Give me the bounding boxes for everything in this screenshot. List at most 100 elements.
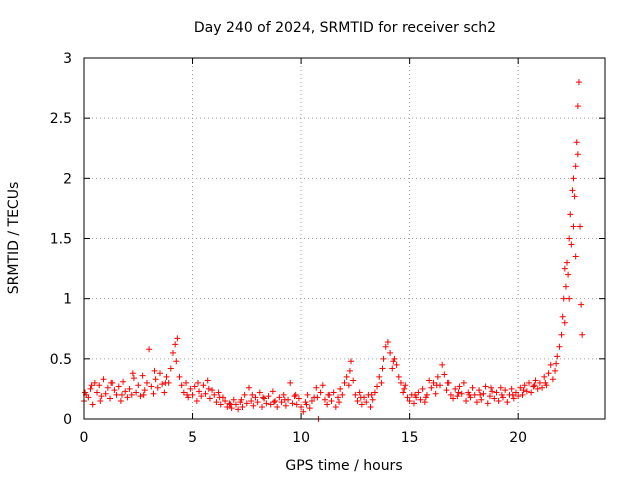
data-point-marker xyxy=(369,396,376,403)
data-point-marker xyxy=(558,331,565,338)
data-point-marker xyxy=(495,397,502,404)
data-point-marker xyxy=(308,397,315,404)
axis-ticks: 0 5 10 15 20 0 0.5 1 1.5 2 2.5 3 xyxy=(50,51,605,446)
data-point-marker xyxy=(334,394,341,401)
data-point-marker xyxy=(330,389,337,396)
grid-lines xyxy=(84,58,605,419)
data-point-marker xyxy=(421,399,428,406)
data-point-marker xyxy=(401,385,408,392)
data-point-marker xyxy=(211,391,218,398)
y-tick-label: 1 xyxy=(63,292,72,308)
data-point-marker xyxy=(441,371,448,378)
y-tick-label: 2.5 xyxy=(50,111,72,127)
data-point-marker xyxy=(94,389,101,396)
data-point-marker xyxy=(332,403,339,410)
data-point-marker xyxy=(482,383,489,390)
data-point-marker xyxy=(235,406,242,413)
data-point-marker xyxy=(393,361,400,368)
data-point-marker xyxy=(456,383,463,390)
data-point-marker xyxy=(357,394,364,401)
data-point-marker xyxy=(248,397,255,404)
data-point-marker xyxy=(566,235,573,242)
data-point-marker xyxy=(395,373,402,380)
data-point-marker xyxy=(384,338,391,345)
x-tick-label: 10 xyxy=(292,430,310,446)
data-point-marker xyxy=(520,387,527,394)
data-point-marker xyxy=(471,391,478,398)
data-point-marker xyxy=(232,401,239,408)
data-point-marker xyxy=(238,396,245,403)
data-point-marker xyxy=(410,400,417,407)
data-point-marker xyxy=(321,396,328,403)
data-point-marker xyxy=(480,390,487,397)
data-point-marker xyxy=(569,187,576,194)
data-point-marker xyxy=(559,313,566,320)
data-point-marker xyxy=(526,379,533,386)
data-point-marker xyxy=(206,395,213,402)
data-point-marker xyxy=(350,377,357,384)
data-point-marker xyxy=(493,389,500,396)
data-point-marker xyxy=(282,402,289,409)
data-point-marker xyxy=(397,379,404,386)
data-point-marker xyxy=(358,401,365,408)
data-point-marker xyxy=(196,388,203,395)
data-point-marker xyxy=(213,399,220,406)
data-point-marker xyxy=(141,387,148,394)
data-point-marker xyxy=(104,384,111,391)
data-point-marker xyxy=(570,223,577,230)
data-point-marker xyxy=(400,389,407,396)
data-point-marker xyxy=(553,360,560,367)
data-point-marker xyxy=(124,394,131,401)
data-point-marker xyxy=(88,382,95,389)
data-point-marker xyxy=(324,401,331,408)
data-point-marker xyxy=(115,383,122,390)
data-point-marker xyxy=(178,382,185,389)
data-point-marker xyxy=(539,384,546,391)
data-point-marker xyxy=(304,391,311,398)
data-point-marker xyxy=(508,385,515,392)
data-point-marker xyxy=(270,399,277,406)
data-point-marker xyxy=(574,151,581,158)
data-point-marker xyxy=(194,379,201,386)
data-point-marker xyxy=(276,394,283,401)
data-point-marker xyxy=(567,211,574,218)
data-point-marker xyxy=(113,391,120,398)
data-point-marker xyxy=(191,383,198,390)
data-point-marker xyxy=(389,365,396,372)
data-point-marker xyxy=(89,401,96,408)
data-point-marker xyxy=(575,79,582,86)
y-tick-label: 0 xyxy=(63,412,72,428)
data-point-marker xyxy=(510,395,517,402)
data-point-marker xyxy=(376,373,383,380)
data-point-marker xyxy=(265,393,272,400)
data-point-marker xyxy=(300,408,307,415)
data-point-marker xyxy=(293,401,300,408)
data-point-marker xyxy=(174,335,181,342)
data-point-marker xyxy=(150,390,157,397)
data-point-marker xyxy=(454,393,461,400)
data-point-marker xyxy=(422,394,429,401)
data-point-marker xyxy=(274,403,281,410)
data-point-marker xyxy=(118,391,125,398)
data-point-marker xyxy=(111,387,118,394)
data-point-marker xyxy=(379,365,386,372)
data-point-marker xyxy=(154,384,161,391)
data-point-marker xyxy=(146,346,153,353)
data-point-marker xyxy=(227,401,234,408)
data-point-marker xyxy=(339,391,346,398)
data-point-marker xyxy=(202,390,209,397)
data-point-marker xyxy=(542,379,549,386)
y-tick-label: 2 xyxy=(63,171,72,187)
data-point-marker xyxy=(272,397,279,404)
data-point-marker xyxy=(325,391,332,398)
data-point-marker xyxy=(486,393,493,400)
data-point-marker xyxy=(536,379,543,386)
data-point-marker xyxy=(382,343,389,350)
data-point-marker xyxy=(415,389,422,396)
data-point-marker xyxy=(82,389,89,396)
data-point-marker xyxy=(390,358,397,365)
data-point-marker xyxy=(572,253,579,260)
data-point-marker xyxy=(91,379,98,386)
data-point-marker xyxy=(263,400,270,407)
data-point-marker xyxy=(156,370,163,377)
